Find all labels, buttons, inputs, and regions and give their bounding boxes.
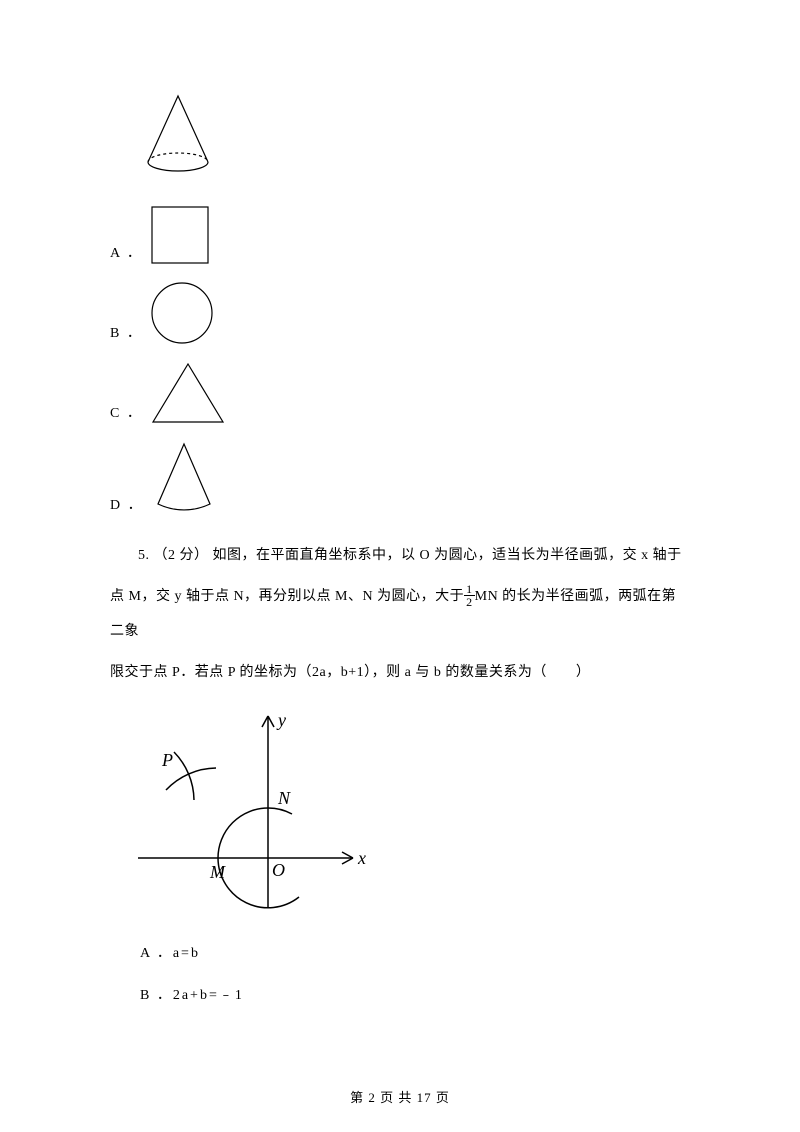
option-a-label: A ． — [110, 242, 143, 266]
option-b-row: B ． — [110, 280, 690, 346]
triangle-icon — [149, 360, 227, 426]
option-a-row: A ． — [110, 204, 690, 266]
q5-opt-a-label: A ． — [140, 946, 173, 961]
o-label: O — [272, 860, 285, 880]
option-d-label: D ． — [110, 494, 144, 518]
q5-points: （2 分） — [154, 548, 209, 563]
q5-option-b: B ．2a+b=﹣1 — [140, 984, 690, 1004]
square-icon — [149, 204, 211, 266]
q5-figure-svg: x y O M N P — [138, 708, 368, 918]
footer-suffix: 页 — [432, 1090, 450, 1105]
n-label: N — [277, 788, 291, 808]
footer-total: 17 — [417, 1090, 432, 1105]
option-c-label: C ． — [110, 402, 143, 426]
cone-figure — [138, 90, 690, 180]
q5-option-a: A ．a=b — [140, 942, 690, 962]
x-label: x — [357, 848, 366, 868]
q5-text-line2: 点 M，交 y 轴于点 N，再分别以点 M、N 为圆心，大于12MN 的长为半径… — [110, 579, 690, 649]
footer-page: 2 — [368, 1090, 376, 1105]
p-label: P — [161, 750, 173, 770]
q5-number: 5. — [138, 548, 150, 563]
q5-figure: x y O M N P — [138, 708, 690, 918]
y-label: y — [276, 710, 286, 730]
footer-mid: 页 共 — [376, 1090, 417, 1105]
page-footer: 第 2 页 共 17 页 — [0, 1087, 800, 1106]
page: A ． B ． C ． D ． 5. （2 分） 如图，在平面直角坐标系中，以 … — [0, 0, 800, 1132]
q5-text-line1: 5. （2 分） 如图，在平面直角坐标系中，以 O 为圆心，适当长为半径画弧，交… — [110, 538, 690, 573]
q5-opt-b-label: B ． — [140, 988, 173, 1003]
circle-icon — [149, 280, 215, 346]
fraction-half: 12 — [464, 583, 475, 608]
option-d-row: D ． — [110, 440, 690, 518]
q5-opt-b-text: 2a+b=﹣1 — [173, 988, 244, 1003]
q5-line1a: 如图，在平面直角坐标系中，以 O 为圆心，适当长为半径画弧，交 x 轴于 — [213, 548, 682, 563]
sector-icon — [150, 440, 218, 518]
option-b-label: B ． — [110, 322, 143, 346]
option-c-row: C ． — [110, 360, 690, 426]
q5-line3: 限交于点 P．若点 P 的坐标为（2a，b+1），则 a 与 b 的数量关系为（… — [110, 665, 590, 680]
cone-svg — [138, 90, 218, 180]
frac-den: 2 — [464, 596, 475, 608]
q5-line2a: 点 M，交 y 轴于点 N，再分别以点 M、N 为圆心，大于 — [110, 589, 464, 604]
m-label: M — [209, 862, 226, 882]
q5-text-line3: 限交于点 P．若点 P 的坐标为（2a，b+1），则 a 与 b 的数量关系为（… — [110, 655, 690, 690]
footer-prefix: 第 — [350, 1090, 368, 1105]
q5-opt-a-text: a=b — [173, 946, 200, 961]
